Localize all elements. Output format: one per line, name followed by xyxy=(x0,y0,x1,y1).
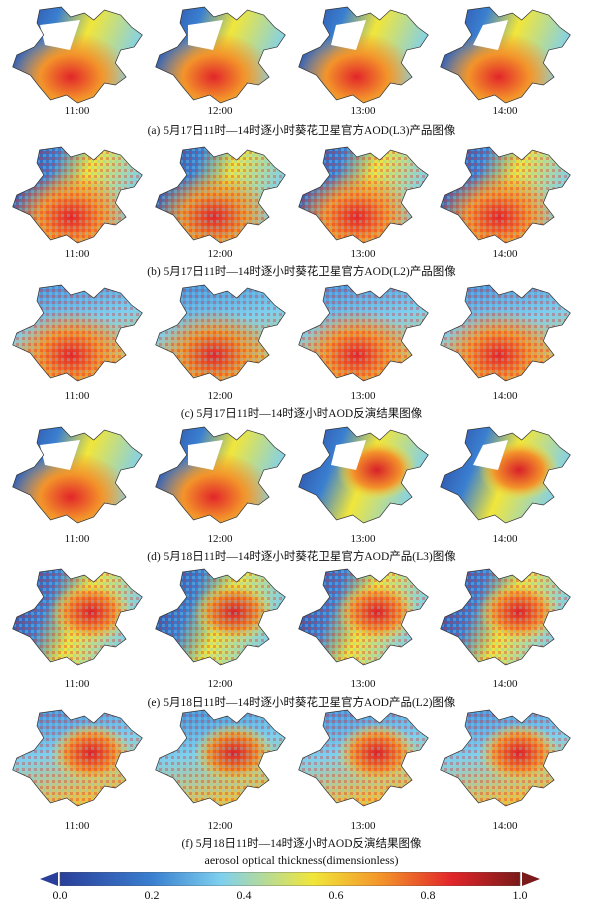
time-label: 11:00 xyxy=(64,820,90,832)
aod-map xyxy=(438,567,573,667)
aod-map xyxy=(153,5,288,105)
time-label: 14:00 xyxy=(492,105,518,117)
colorbar xyxy=(40,872,540,886)
colorbar-tick-label: 0.4 xyxy=(236,888,252,902)
colorbar-tick-label: 1.0 xyxy=(512,888,528,902)
time-label: 11:00 xyxy=(64,248,90,260)
time-label: 12:00 xyxy=(207,533,233,545)
time-label: 12:00 xyxy=(207,105,233,117)
aod-map xyxy=(438,5,573,105)
time-label: 11:00 xyxy=(64,390,90,402)
colorbar-over-arrow xyxy=(522,872,540,886)
colorbar-gradient xyxy=(59,872,521,886)
aod-map xyxy=(296,425,431,525)
time-label: 14:00 xyxy=(492,248,518,260)
subfigure-caption: (c) 5月17日11时—14时逐小时AOD反演结果图像 xyxy=(180,408,423,420)
aod-map xyxy=(10,425,145,525)
time-label: 12:00 xyxy=(207,390,233,402)
aod-map xyxy=(296,708,431,808)
subfigure-caption: (b) 5月17日11时—14时逐小时葵花卫星官方AOD(L2)产品图像 xyxy=(147,266,456,278)
time-label: 13:00 xyxy=(350,105,376,117)
subfigure-caption: (d) 5月18日11时—14时逐小时葵花卫星官方AOD产品(L3)图像 xyxy=(147,551,456,563)
time-label: 11:00 xyxy=(64,678,90,690)
aod-map xyxy=(153,283,288,383)
time-label: 11:00 xyxy=(64,533,90,545)
time-label: 12:00 xyxy=(207,248,233,260)
aod-map xyxy=(438,283,573,383)
time-label: 13:00 xyxy=(350,248,376,260)
time-label: 13:00 xyxy=(350,678,376,690)
colorbar-tick-label: 0.0 xyxy=(52,888,68,902)
aod-map xyxy=(10,145,145,245)
subfigure-caption: (e) 5月18日11时—14时逐小时葵花卫星官方AOD产品(L2)图像 xyxy=(147,697,456,709)
aod-map xyxy=(153,567,288,667)
aod-map xyxy=(438,145,573,245)
aod-map xyxy=(10,5,145,105)
aod-map xyxy=(153,708,288,808)
time-label: 14:00 xyxy=(492,678,518,690)
time-label: 13:00 xyxy=(350,390,376,402)
aod-map xyxy=(438,708,573,808)
aod-map xyxy=(153,145,288,245)
aod-map xyxy=(296,567,431,667)
colorbar-tick-label: 0.6 xyxy=(328,888,344,902)
colorbar-tick-label: 0.2 xyxy=(144,888,160,902)
aod-map xyxy=(438,425,573,525)
time-label: 12:00 xyxy=(207,820,233,832)
aod-map xyxy=(10,283,145,383)
aod-map xyxy=(296,283,431,383)
aod-map xyxy=(10,567,145,667)
aod-map xyxy=(296,145,431,245)
colorbar-title: aerosol optical thickness(dimensionless) xyxy=(204,853,399,867)
aod-map xyxy=(153,425,288,525)
subfigure-caption: (a) 5月17日11时—14时逐小时葵花卫星官方AOD(L3)产品图像 xyxy=(147,125,456,137)
time-label: 13:00 xyxy=(350,820,376,832)
colorbar-tick-label: 0.8 xyxy=(420,888,436,902)
subfigure-caption: (f) 5月18日11时—14时逐小时AOD反演结果图像 xyxy=(181,838,422,850)
time-label: 14:00 xyxy=(492,533,518,545)
aod-map xyxy=(10,708,145,808)
aod-map xyxy=(296,5,431,105)
time-label: 12:00 xyxy=(207,678,233,690)
time-label: 14:00 xyxy=(492,820,518,832)
time-label: 11:00 xyxy=(64,105,90,117)
time-label: 13:00 xyxy=(350,533,376,545)
time-label: 14:00 xyxy=(492,390,518,402)
colorbar-under-arrow xyxy=(40,872,58,886)
